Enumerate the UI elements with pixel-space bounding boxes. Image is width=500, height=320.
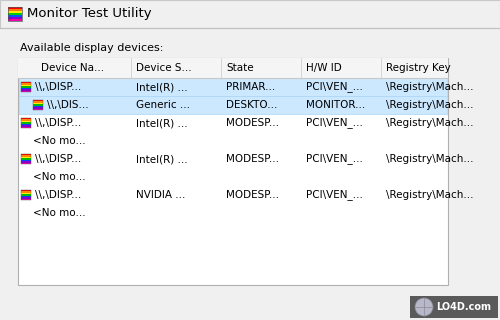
Bar xyxy=(8,7,22,21)
Bar xyxy=(21,193,31,194)
Text: Intel(R) ...: Intel(R) ... xyxy=(136,82,188,92)
Bar xyxy=(21,158,31,160)
Text: \Registry\Mach...: \Registry\Mach... xyxy=(386,82,474,92)
Bar xyxy=(21,86,31,88)
Text: MODESP...: MODESP... xyxy=(226,154,279,164)
Bar xyxy=(21,156,31,157)
Text: Available display devices:: Available display devices: xyxy=(20,43,164,53)
Text: \Registry\Mach...: \Registry\Mach... xyxy=(386,100,474,110)
Text: PCI\VEN_...: PCI\VEN_... xyxy=(306,117,363,128)
Bar xyxy=(33,108,43,110)
Bar xyxy=(21,160,31,161)
Text: MONITOR...: MONITOR... xyxy=(306,100,365,110)
Bar xyxy=(21,154,31,156)
Bar xyxy=(21,85,31,86)
Text: \\,\DISP...: \\,\DISP... xyxy=(35,190,81,200)
Text: \Registry\Mach...: \Registry\Mach... xyxy=(386,154,474,164)
Text: \\,\DIS...: \\,\DIS... xyxy=(47,100,88,110)
Bar xyxy=(21,197,31,199)
Bar xyxy=(33,101,43,103)
Bar xyxy=(410,296,498,318)
Bar xyxy=(18,58,448,285)
Text: \\,\DISP...: \\,\DISP... xyxy=(35,154,81,164)
Bar xyxy=(21,82,31,92)
Text: \\,\DISP...: \\,\DISP... xyxy=(35,82,81,92)
Text: NVIDIA ...: NVIDIA ... xyxy=(136,190,186,200)
Bar xyxy=(21,84,31,85)
Text: Intel(R) ...: Intel(R) ... xyxy=(136,118,188,128)
Bar xyxy=(21,125,31,127)
Text: MODESP...: MODESP... xyxy=(226,118,279,128)
Bar xyxy=(21,161,31,163)
Bar xyxy=(21,191,31,193)
Bar xyxy=(0,0,500,28)
Bar xyxy=(21,157,31,158)
Text: Generic ...: Generic ... xyxy=(136,100,190,110)
Bar xyxy=(21,199,31,200)
Bar xyxy=(8,17,22,19)
Text: <No mo...: <No mo... xyxy=(33,136,86,146)
Bar xyxy=(21,194,31,196)
Text: PCI\VEN_...: PCI\VEN_... xyxy=(306,154,363,164)
Bar xyxy=(33,104,43,106)
Bar xyxy=(21,124,31,125)
Text: \Registry\Mach...: \Registry\Mach... xyxy=(386,190,474,200)
Circle shape xyxy=(415,298,433,316)
Bar xyxy=(21,118,31,119)
Bar xyxy=(21,82,31,84)
Text: PCI\VEN_...: PCI\VEN_... xyxy=(306,189,363,200)
Bar xyxy=(21,118,31,128)
Text: Intel(R) ...: Intel(R) ... xyxy=(136,154,188,164)
Text: PRIMAR...: PRIMAR... xyxy=(226,82,275,92)
Bar xyxy=(33,103,43,104)
Text: PCI\VEN_...: PCI\VEN_... xyxy=(306,82,363,92)
Bar xyxy=(21,122,31,124)
Text: <No mo...: <No mo... xyxy=(33,208,86,218)
Bar xyxy=(21,196,31,197)
Bar xyxy=(33,100,43,101)
Bar xyxy=(8,9,22,11)
Bar xyxy=(8,7,22,9)
Bar xyxy=(21,89,31,91)
Bar xyxy=(21,154,31,164)
Text: <No mo...: <No mo... xyxy=(33,172,86,182)
Bar xyxy=(21,163,31,164)
Bar xyxy=(21,119,31,121)
Bar xyxy=(21,121,31,122)
Text: Monitor Test Utility: Monitor Test Utility xyxy=(27,7,152,20)
Bar xyxy=(8,13,22,15)
Bar xyxy=(21,127,31,128)
Text: \\,\DISP...: \\,\DISP... xyxy=(35,118,81,128)
Text: State: State xyxy=(226,63,254,73)
Text: DESKTO...: DESKTO... xyxy=(226,100,278,110)
Bar xyxy=(21,190,31,191)
Text: LO4D.com: LO4D.com xyxy=(436,302,491,312)
Bar xyxy=(8,19,22,21)
Text: Registry Key: Registry Key xyxy=(386,63,451,73)
Bar xyxy=(33,107,43,108)
Text: H/W ID: H/W ID xyxy=(306,63,342,73)
Bar xyxy=(21,91,31,92)
Bar xyxy=(21,190,31,200)
Text: MODESP...: MODESP... xyxy=(226,190,279,200)
Text: \Registry\Mach...: \Registry\Mach... xyxy=(386,118,474,128)
Text: Device Na...: Device Na... xyxy=(41,63,104,73)
Text: Device S...: Device S... xyxy=(136,63,192,73)
Bar xyxy=(19,96,447,114)
Bar xyxy=(19,78,447,96)
Bar xyxy=(8,15,22,17)
Bar xyxy=(33,106,43,107)
Bar xyxy=(33,100,43,110)
Bar xyxy=(18,58,448,78)
Bar xyxy=(8,11,22,13)
Bar xyxy=(21,88,31,89)
